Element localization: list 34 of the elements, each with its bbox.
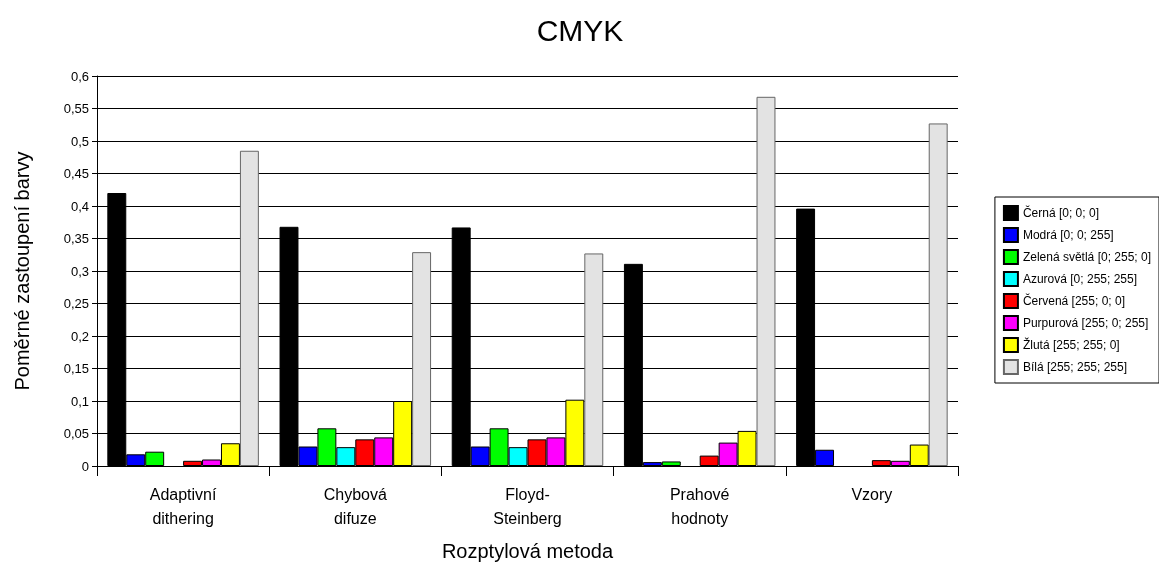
bar <box>412 252 432 466</box>
bar <box>928 123 948 466</box>
bar <box>239 150 259 466</box>
legend-label: Zelená světlá [0; 255; 0] <box>1022 250 1152 264</box>
y-tick-label: 0,25 <box>63 296 89 311</box>
legend-label: Modrá [0; 0; 255] <box>1022 228 1114 242</box>
y-axis-title: Poměrné zastoupení barvy <box>11 151 33 391</box>
legend-label: Azurová [0; 255; 255] <box>1022 272 1137 286</box>
y-tick-label: 0,2 <box>70 328 89 344</box>
y-tick-label: 0,55 <box>63 101 89 116</box>
y-tick-label: 0,6 <box>70 68 89 84</box>
legend-label: Purpurová [255; 0; 255] <box>1022 316 1149 330</box>
x-tick-label: Vzory <box>851 485 893 503</box>
y-tick-label: 0,45 <box>63 166 89 181</box>
y-tick-label: 0,5 <box>70 133 89 149</box>
legend-label: Červená [255; 0; 0] <box>1022 293 1125 308</box>
x-tick-label: Adaptivní dithering <box>149 485 218 527</box>
bar <box>584 253 604 466</box>
legend-label: Bílá [255; 255; 255] <box>1022 360 1128 374</box>
x-tick-label: Prahové hodnoty <box>669 485 730 527</box>
y-tick-label: 0,35 <box>63 231 89 246</box>
legend-label: Černá [0; 0; 0] <box>1022 205 1099 220</box>
x-tick-label: Chybová difuze <box>323 485 387 527</box>
x-axis-title: Rozptylová metoda <box>441 540 614 562</box>
y-tick-label: 0,1 <box>70 393 89 409</box>
bar <box>756 96 776 466</box>
legend-label: Žlutá [255; 255; 0] <box>1022 337 1120 352</box>
x-tick-label: Floyd- Steinberg <box>493 485 562 527</box>
y-tick-label: 0,3 <box>70 263 89 279</box>
y-tick-label: 0 <box>81 458 89 474</box>
chart-title: CMYK <box>536 13 624 47</box>
y-tick-label: 0,15 <box>63 361 89 376</box>
y-tick-label: 0,4 <box>70 198 89 214</box>
y-tick-label: 0,05 <box>63 426 89 441</box>
